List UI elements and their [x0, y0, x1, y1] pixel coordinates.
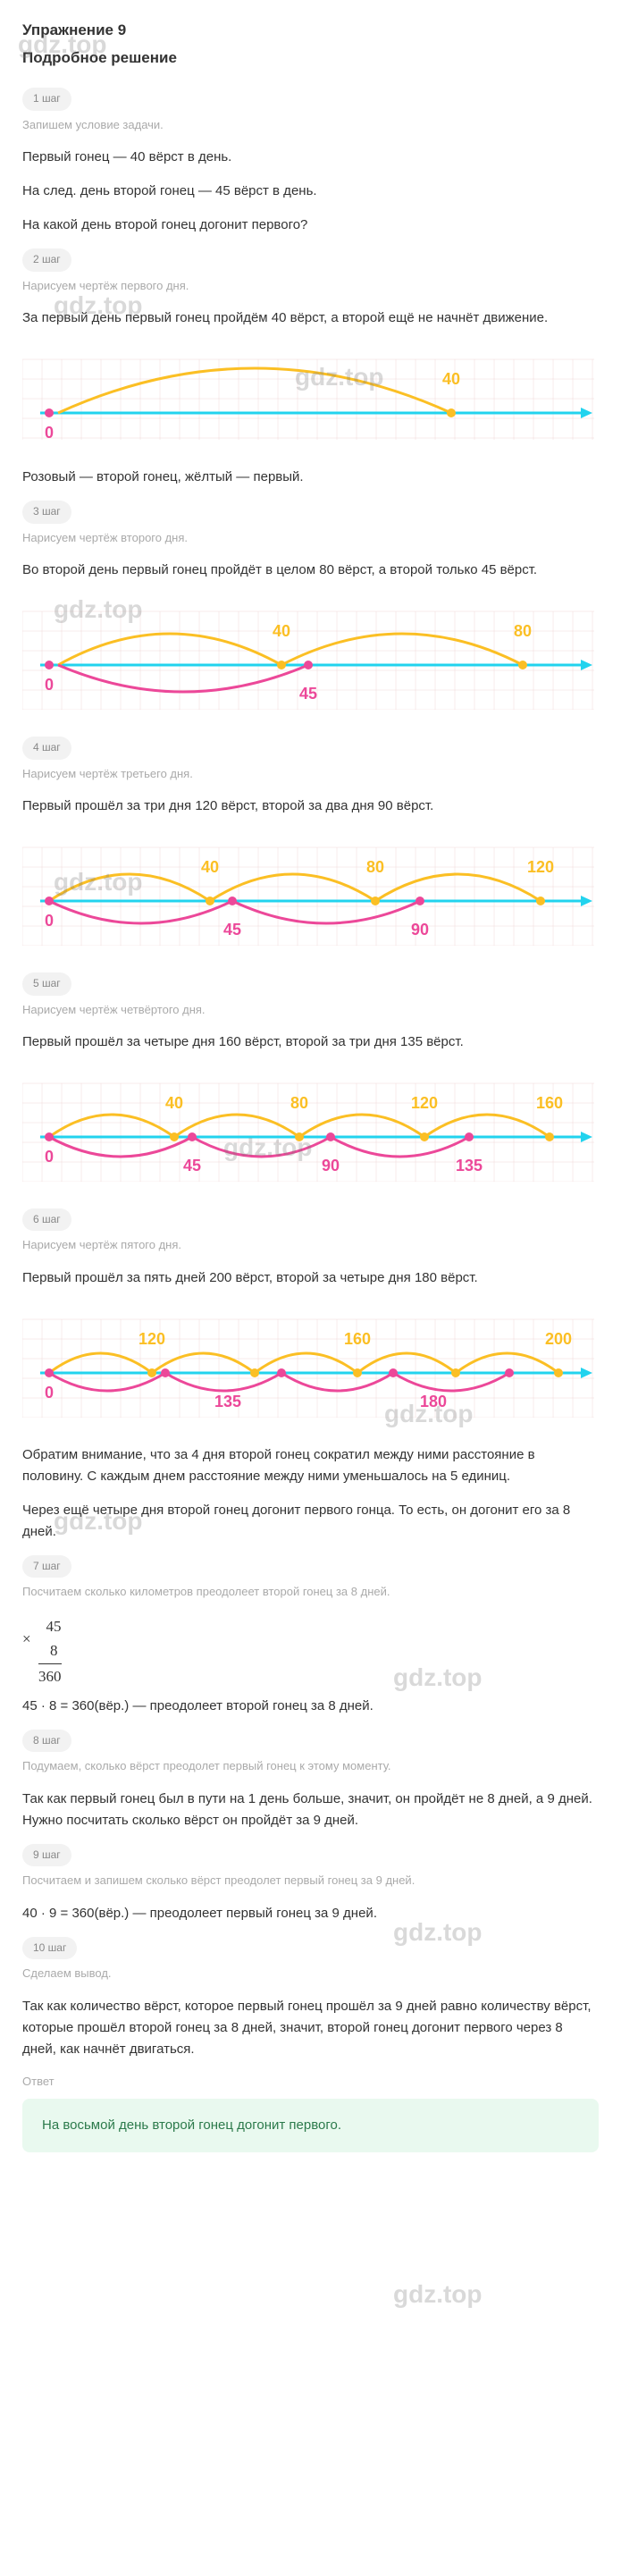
number-line-chart: 40 80 120 160 45 90 135 0 [22, 1065, 594, 1182]
step-badge: 5 шаг [22, 972, 71, 995]
step-badge: 8 шаг [22, 1730, 71, 1752]
svg-text:45: 45 [223, 921, 241, 939]
step-text: 45 · 8 = 360(вёр.) — преодолеет второй г… [22, 1696, 599, 1717]
svg-text:80: 80 [514, 622, 532, 640]
step-text: На какой день второй гонец догонит перво… [22, 215, 599, 236]
exercise-title: Упражнение 9 [22, 18, 599, 42]
step-hint: Нарисуем чертёж второго дня. [22, 529, 599, 548]
svg-text:40: 40 [273, 622, 290, 640]
number-line-chart: 40 80 45 0 [22, 593, 594, 710]
step-text: Так как первый гонец был в пути на 1 ден… [22, 1789, 599, 1831]
svg-text:90: 90 [322, 1157, 340, 1174]
number-line-chart: 40 0 [22, 341, 594, 440]
step-hint: Посчитаем и запишем сколько вёрст преодо… [22, 1872, 599, 1890]
svg-text:0: 0 [45, 676, 54, 694]
svg-text:0: 0 [45, 1148, 54, 1166]
svg-text:45: 45 [299, 685, 317, 703]
watermark: gdz.top [393, 2275, 483, 2315]
step-text: За первый день первый гонец пройдём 40 в… [22, 307, 599, 329]
step-text: Во второй день первый гонец пройдёт в це… [22, 560, 599, 581]
step-hint: Нарисуем чертёж пятого дня. [22, 1236, 599, 1255]
step-badge: 2 шаг [22, 248, 71, 271]
svg-text:160: 160 [344, 1330, 371, 1348]
number-line-chart: 40 80 120 45 90 0 [22, 829, 594, 946]
step-text: Обратим внимание, что за 4 дня второй го… [22, 1444, 599, 1487]
svg-text:40: 40 [165, 1094, 183, 1112]
svg-text:0: 0 [45, 912, 54, 930]
step-badge: 6 шаг [22, 1208, 71, 1231]
step-text: 40 · 9 = 360(вёр.) — преодолеет первый г… [22, 1903, 599, 1924]
answer-label: Ответ [22, 2073, 599, 2092]
step-text: Первый прошёл за четыре дня 160 вёрст, в… [22, 1031, 599, 1053]
svg-text:40: 40 [442, 370, 460, 388]
step-text: Так как количество вёрст, которое первый… [22, 1996, 599, 2060]
svg-text:135: 135 [214, 1393, 241, 1410]
step-badge: 10 шаг [22, 1937, 77, 1959]
step-text: Первый гонец — 40 вёрст в день. [22, 147, 599, 168]
number-line-chart: 120 160 200 135 180 0 [22, 1301, 594, 1418]
step-hint: Нарисуем чертёж третьего дня. [22, 765, 599, 784]
step-text: Розовый — второй гонец, жёлтый — первый. [22, 467, 599, 488]
step-hint: Нарисуем чертёж четвёртого дня. [22, 1001, 599, 1020]
svg-text:90: 90 [411, 921, 429, 939]
step-text: Первый прошёл за три дня 120 вёрст, втор… [22, 796, 599, 817]
step-hint: Посчитаем сколько километров преодолеет … [22, 1583, 599, 1602]
step-text: На след. день второй гонец — 45 вёрст в … [22, 181, 599, 202]
svg-text:80: 80 [290, 1094, 308, 1112]
svg-text:40: 40 [201, 858, 219, 876]
step-text: Через ещё четыре дня второй гонец догони… [22, 1500, 599, 1543]
svg-text:120: 120 [411, 1094, 438, 1112]
step-badge: 3 шаг [22, 501, 71, 523]
step-hint: Нарисуем чертёж первого дня. [22, 277, 599, 296]
answer-box: На восьмой день второй гонец догонит пер… [22, 2099, 599, 2152]
step-badge: 1 шаг [22, 88, 71, 110]
svg-text:180: 180 [420, 1393, 447, 1410]
svg-text:0: 0 [45, 424, 54, 440]
solution-subtitle: Подробное решение [22, 46, 599, 70]
svg-text:120: 120 [527, 858, 554, 876]
step-hint: Подумаем, сколько вёрст преодолет первый… [22, 1757, 599, 1776]
svg-text:120: 120 [138, 1330, 165, 1348]
svg-text:200: 200 [545, 1330, 572, 1348]
svg-text:80: 80 [366, 858, 384, 876]
svg-text:135: 135 [456, 1157, 483, 1174]
multiplication: × 458360 [22, 1614, 599, 1688]
step-hint: Сделаем вывод. [22, 1965, 599, 1983]
step-text: Первый прошёл за пять дней 200 вёрст, вт… [22, 1267, 599, 1289]
step-hint: Запишем условие задачи. [22, 116, 599, 135]
svg-text:0: 0 [45, 1384, 54, 1402]
step-badge: 9 шаг [22, 1844, 71, 1866]
svg-text:160: 160 [536, 1094, 563, 1112]
step-badge: 7 шаг [22, 1555, 71, 1578]
step-badge: 4 шаг [22, 737, 71, 759]
svg-text:45: 45 [183, 1157, 201, 1174]
